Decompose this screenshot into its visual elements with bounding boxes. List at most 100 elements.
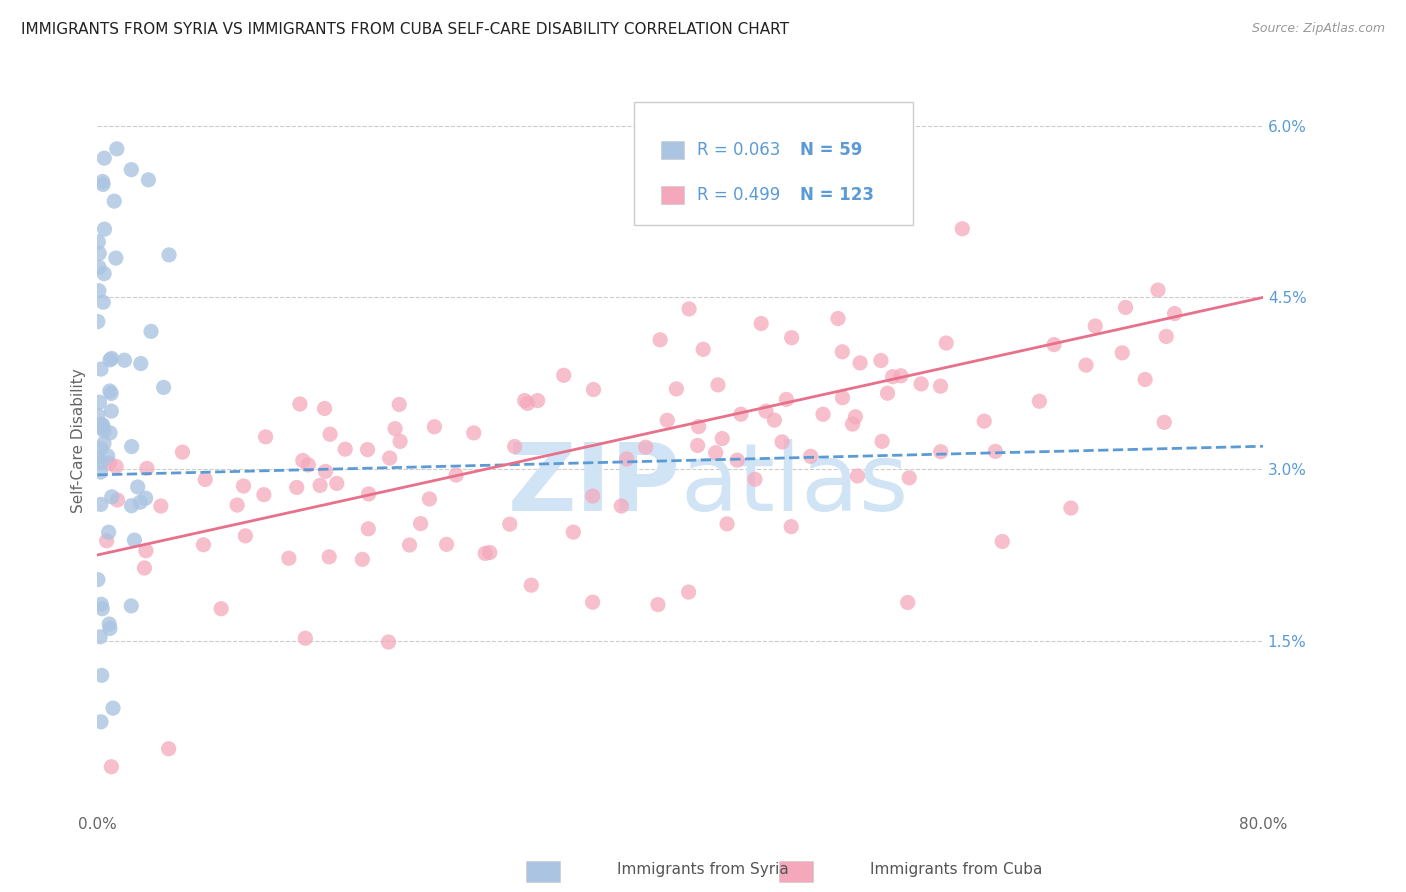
Text: Source: ZipAtlas.com: Source: ZipAtlas.com xyxy=(1251,22,1385,36)
Text: Immigrants from Cuba: Immigrants from Cuba xyxy=(870,863,1042,877)
Point xyxy=(93,222,115,236)
Point xyxy=(129,357,152,371)
Point xyxy=(90,668,112,682)
Point xyxy=(100,404,122,418)
Point xyxy=(90,442,112,456)
Point xyxy=(890,368,912,383)
Point xyxy=(315,464,337,478)
Point xyxy=(98,352,121,367)
Point xyxy=(91,601,114,615)
Point xyxy=(157,741,180,756)
Point xyxy=(104,251,127,265)
Text: IMMIGRANTS FROM SYRIA VS IMMIGRANTS FROM CUBA SELF-CARE DISABILITY CORRELATION C: IMMIGRANTS FROM SYRIA VS IMMIGRANTS FROM… xyxy=(21,22,789,37)
Point xyxy=(692,343,714,357)
Point xyxy=(277,551,299,566)
Point xyxy=(378,451,401,466)
Point xyxy=(678,301,700,316)
Point xyxy=(93,424,115,438)
Point xyxy=(1133,372,1156,386)
Point xyxy=(991,534,1014,549)
Point xyxy=(444,468,467,483)
Point xyxy=(678,585,700,599)
Point xyxy=(139,325,162,339)
Point xyxy=(841,417,863,431)
Point xyxy=(285,480,308,494)
Point xyxy=(103,194,125,209)
Point xyxy=(876,386,898,401)
Point xyxy=(1154,329,1177,343)
Point xyxy=(716,516,738,531)
Point xyxy=(478,545,501,559)
Point xyxy=(105,142,128,156)
Point xyxy=(436,537,458,551)
Point xyxy=(827,311,849,326)
Text: N = 123: N = 123 xyxy=(800,186,873,204)
Point xyxy=(87,315,110,329)
Point xyxy=(127,480,149,494)
Point xyxy=(96,533,118,548)
Point xyxy=(135,491,157,505)
Point xyxy=(616,452,638,467)
Point xyxy=(335,442,357,457)
Point xyxy=(105,459,128,474)
Point xyxy=(120,599,142,613)
Point xyxy=(194,473,217,487)
Point xyxy=(780,519,803,533)
Point xyxy=(136,461,159,475)
Point xyxy=(516,396,538,410)
Point xyxy=(423,419,446,434)
Point xyxy=(844,409,866,424)
Point xyxy=(93,436,115,450)
Point xyxy=(725,453,748,467)
Point xyxy=(384,422,406,436)
Point xyxy=(135,543,157,558)
Point xyxy=(89,395,111,409)
Point xyxy=(1111,346,1133,360)
Point xyxy=(409,516,432,531)
Point xyxy=(319,427,342,442)
Point xyxy=(503,440,526,454)
Text: atlas: atlas xyxy=(681,439,908,531)
Point xyxy=(297,458,319,472)
Point xyxy=(634,440,657,454)
Point xyxy=(90,597,112,611)
Point xyxy=(91,175,114,189)
Text: Immigrants from Syria: Immigrants from Syria xyxy=(617,863,789,877)
Point xyxy=(898,471,921,485)
Point xyxy=(124,533,146,548)
Point xyxy=(831,344,853,359)
Point xyxy=(209,601,232,615)
Point xyxy=(90,456,112,470)
Point xyxy=(755,404,778,418)
Point xyxy=(93,267,115,281)
Point xyxy=(770,434,793,449)
Point xyxy=(91,418,114,433)
Point xyxy=(97,525,120,540)
Point xyxy=(235,529,257,543)
Point xyxy=(520,578,543,592)
Point xyxy=(121,499,143,513)
Point xyxy=(291,453,314,467)
Point xyxy=(474,546,496,560)
Point xyxy=(973,414,995,428)
Point xyxy=(1028,394,1050,409)
Point xyxy=(90,714,112,729)
Point xyxy=(1163,307,1185,321)
Point xyxy=(309,478,332,492)
Point xyxy=(357,522,380,536)
Point xyxy=(100,760,122,774)
Point xyxy=(665,382,688,396)
Point xyxy=(107,492,129,507)
Point xyxy=(800,450,823,464)
Point xyxy=(138,173,160,187)
FancyBboxPatch shape xyxy=(661,186,685,204)
Point xyxy=(846,469,869,483)
Point xyxy=(388,397,411,411)
Point xyxy=(352,552,374,566)
Point xyxy=(326,476,349,491)
Point xyxy=(114,353,136,368)
Point xyxy=(647,598,669,612)
Point xyxy=(100,351,122,366)
Point xyxy=(120,162,142,177)
Point xyxy=(101,701,124,715)
